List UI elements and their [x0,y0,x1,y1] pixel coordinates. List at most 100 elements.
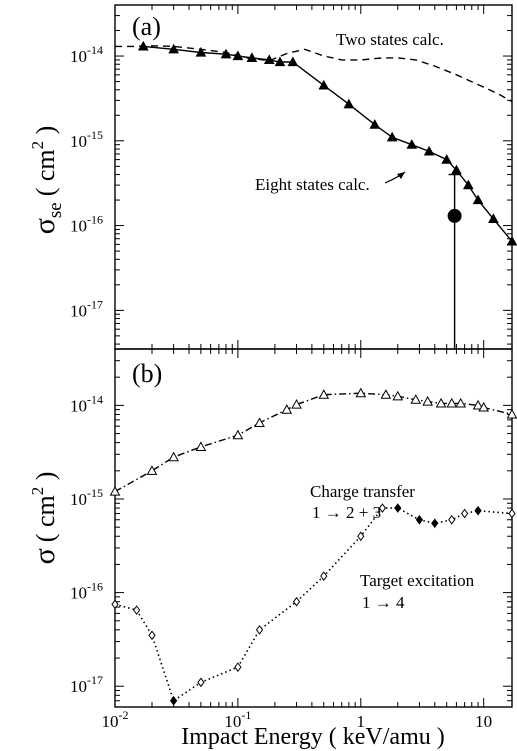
data-point-target-excitation [357,531,365,542]
data-point-target-excitation [508,508,516,519]
panel-b-ylabel: σ ( cm2 ) [28,472,61,565]
y-tick-label: 10-15 [70,486,103,509]
data-point-charge-transfer [318,389,330,399]
data-point-eight-states-calc [195,46,207,57]
panel-b-frame [114,348,513,708]
data-point-target-excitation [378,503,387,513]
series-line-target-excitation [114,507,513,702]
y-tick-label: 10-14 [70,43,103,66]
data-point-target-excitation [133,605,141,615]
ylabel-b-unit: ( cm [31,495,60,542]
data-point-charge-transfer [291,399,302,409]
x-axis-title: Impact Energy ( keV/amu ) [181,724,444,750]
data-point-charge-transfer [355,387,367,398]
data-point-charge-transfer [380,389,392,399]
ylabel-a-close: ) [31,126,60,141]
data-point-charge-transfer [109,486,121,496]
data-point-target-excitation [415,514,424,525]
data-point-charge-transfer [168,451,179,462]
data-point-target-excitation [234,662,242,672]
data-point-target-excitation [431,518,439,529]
data-point-target-excitation [255,625,264,635]
data-point-eight-states-calc [423,145,435,156]
series-line-two-states-calc [115,45,513,103]
data-point-target-excitation [111,599,119,610]
ylabel-a-subscript: se [45,202,66,218]
data-point-eight-states-calc [369,119,381,129]
data-point-eight-states-calc [488,213,499,223]
eight-states-arrow [384,171,406,184]
panel-a-ylabel: σse ( cm2 ) [28,126,66,235]
ylabel-a-unit: ( cm [31,149,60,196]
x-axis-ticklabels: 10-2 10-1 1 10 [102,708,493,731]
data-point-target-excitation [292,596,301,607]
data-point-eight-states-calc [232,50,244,61]
x-tick-label: 10-1 [224,708,251,731]
annotation-charge-transfer: Charge transfer [310,482,415,501]
data-point-charge-transfer [254,417,265,427]
ylabel-a-symbol: σ [28,218,61,234]
data-point-eight-states-calc [318,79,330,90]
plot-content: 10-14 10-15 10-16 10-17 10-14 10-15 10-16 10-17… [70,4,517,731]
data-point-charge-transfer [392,390,404,401]
annotation-eight-states: Eight states calc. [255,175,370,194]
y-tick-label: 10-16 [70,580,103,603]
data-point-eight-states-calc [441,154,453,164]
data-point-charge-transfer [435,397,447,408]
annotation-two-states: Two states calc. [336,30,444,49]
data-point-charge-transfer [410,394,422,404]
panel-a-label: (a) [132,12,161,41]
data-point-target-excitation [320,571,328,581]
data-point-target-excitation [474,505,482,516]
ylabel-b-close: ) [31,472,60,487]
x-tick-label: 1 [357,712,366,731]
data-point-eight-states-calc [137,40,149,51]
data-point-target-excitation [148,630,156,641]
panel-b-label: (b) [132,359,162,388]
ylabel-a-unit-exp: 2 [28,141,47,150]
ylabel-b-symbol: σ [28,548,61,564]
data-point-charge-transfer [195,441,207,452]
svg-text:σ( cm2 ): σ ( cm2 ) [28,472,61,565]
data-point-eight-states-calc [462,179,474,190]
data-point-charge-transfer [446,397,458,408]
data-point-measurement [447,208,462,223]
svg-text:σse( cm2 ): σse ( cm2 ) [28,126,66,235]
data-point-eight-states-calc [274,56,286,67]
data-point-eight-states-calc [343,98,355,109]
ylabel-b-unit-exp: 2 [28,487,47,496]
data-point-target-excitation [170,695,178,706]
data-point-charge-transfer [506,408,517,419]
data-point-eight-states-calc [472,194,484,205]
data-point-charge-transfer [232,429,244,440]
data-point-target-excitation [197,677,205,688]
annotation-charge-transfer-process: 1 → 2 + 3 [312,503,381,522]
panel-b-plot: 10-14 10-15 10-16 10-17 [70,348,517,708]
data-point-eight-states-calc [168,43,179,54]
annotation-target-excitation: Target excitation [360,571,475,590]
y-tick-label: 10-17 [70,297,103,320]
data-point-target-excitation [394,503,402,513]
data-point-eight-states-calc [506,235,517,246]
data-point-eight-states-calc [451,164,462,175]
data-point-eight-states-calc [246,52,258,63]
data-point-charge-transfer [472,399,484,410]
y-tick-label: 10-17 [70,673,103,696]
y-tick-label: 10-16 [70,213,103,236]
data-point-charge-transfer [455,397,467,408]
data-point-charge-transfer [281,404,293,414]
data-point-charge-transfer [422,395,433,406]
data-point-eight-states-calc [220,48,232,59]
x-tick-label: 10 [475,712,492,731]
data-point-target-excitation [448,514,456,525]
data-point-eight-states-calc [287,56,299,67]
data-point-target-excitation [461,508,469,519]
annotation-target-excitation-process: 1 → 4 [362,593,405,612]
series-line-charge-transfer [114,392,513,493]
data-point-eight-states-calc [263,54,275,65]
data-point-eight-states-calc [406,139,418,149]
data-point-charge-transfer [146,465,158,475]
x-tick-label: 10-2 [102,708,129,731]
y-tick-label: 10-14 [70,392,103,415]
